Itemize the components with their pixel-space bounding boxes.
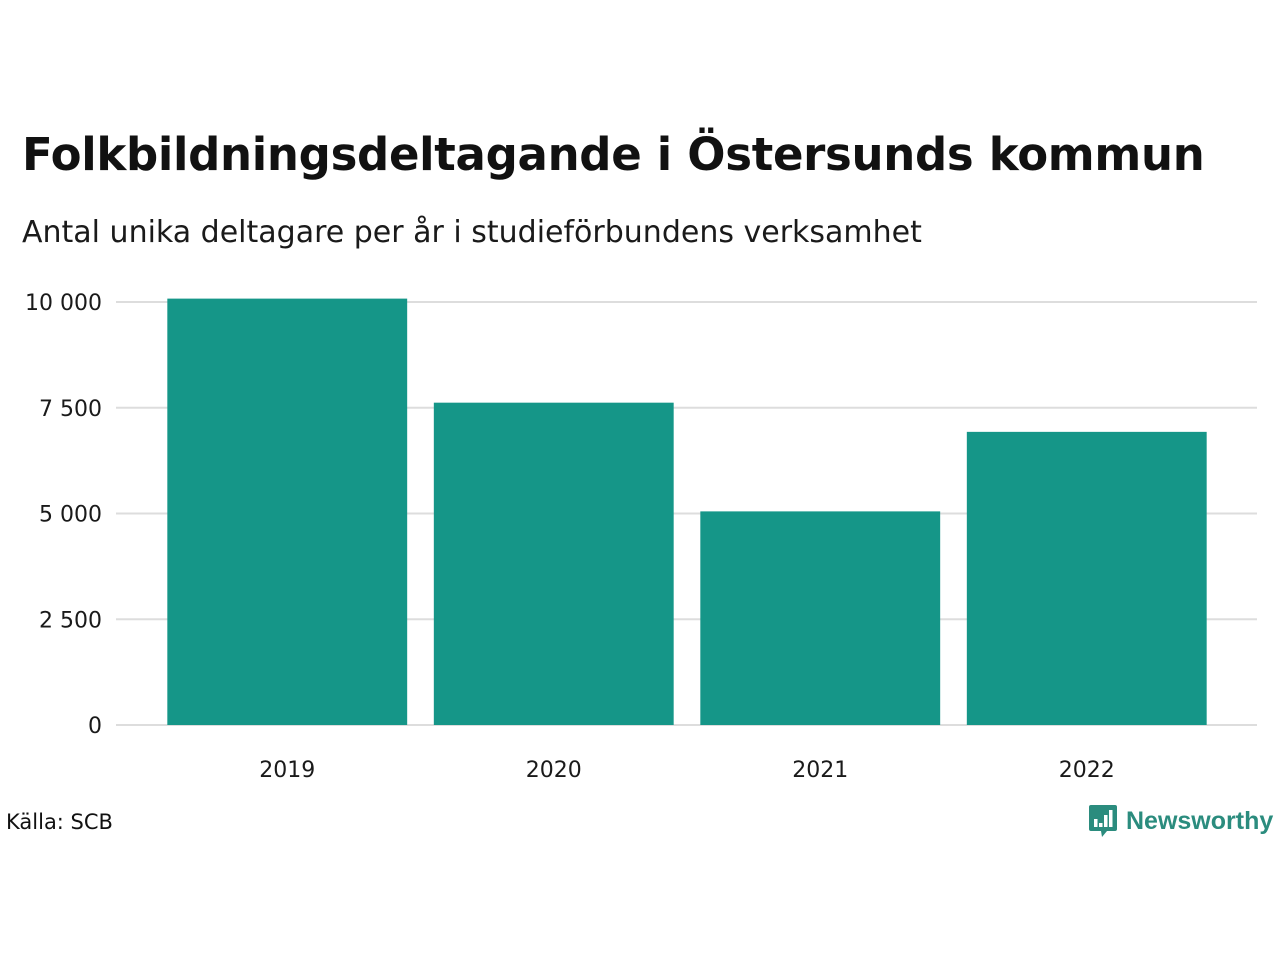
y-axis-ticks: 0 2 500 5 000 7 500 10 000 (25, 291, 102, 739)
bar-2020 (433, 402, 674, 725)
bar-2022 (966, 431, 1207, 725)
y-tick-label: 5 000 (39, 503, 102, 528)
bar-2019 (167, 298, 408, 725)
chart-title: Folkbildningsdeltagande i Östersunds kom… (22, 128, 1205, 181)
bar-2021 (700, 511, 941, 725)
x-tick-label: 2020 (526, 758, 582, 783)
x-tick-label: 2022 (1059, 758, 1115, 783)
y-tick-label: 2 500 (39, 608, 102, 633)
x-tick-label: 2021 (792, 758, 848, 783)
y-tick-label: 7 500 (39, 397, 102, 422)
newsworthy-logo-icon (1089, 805, 1117, 837)
source-note: Källa: SCB (6, 810, 113, 834)
x-tick-label: 2019 (259, 758, 315, 783)
chart-subtitle: Antal unika deltagare per år i studieför… (22, 215, 922, 250)
brand-logo: Newsworthy (1088, 803, 1273, 839)
y-tick-label: 0 (88, 714, 102, 739)
bars (167, 298, 1207, 725)
y-tick-label: 10 000 (25, 291, 102, 316)
x-axis-ticks: 2019 2020 2021 2022 (259, 758, 1115, 783)
brand-name: Newsworthy (1126, 806, 1274, 835)
